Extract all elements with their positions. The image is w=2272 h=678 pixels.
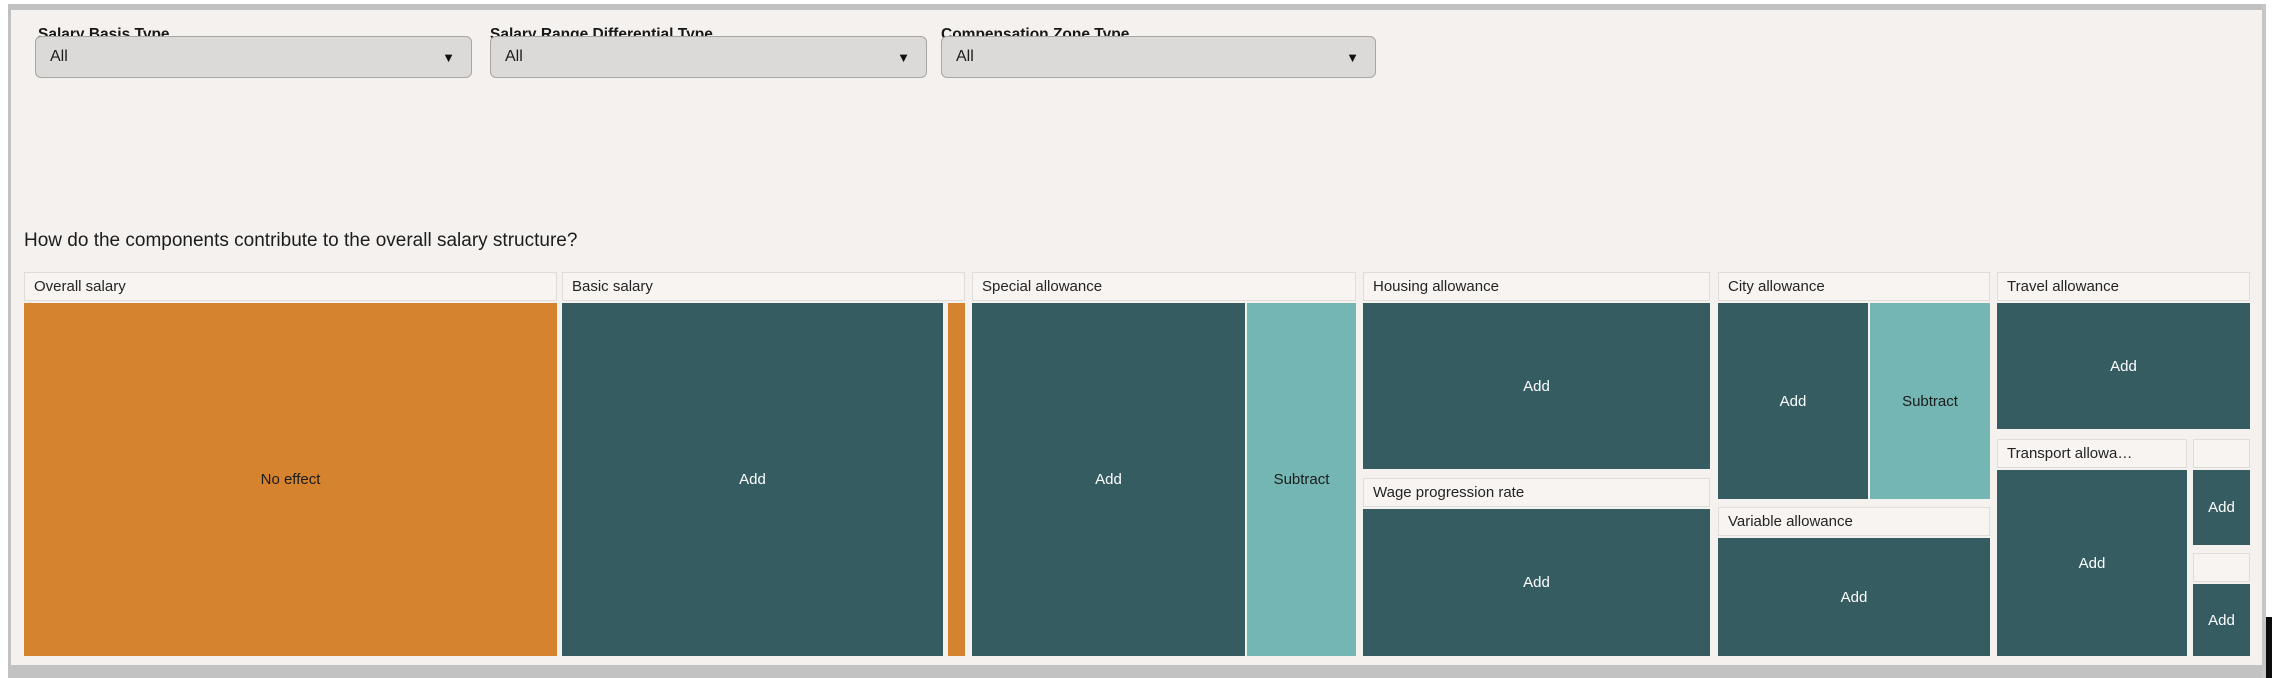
vertical-scrollbar-thumb[interactable]	[2266, 617, 2272, 678]
treemap-group-header-overall-salary[interactable]: Overall salary	[24, 272, 557, 301]
treemap-tile[interactable]	[948, 303, 965, 656]
treemap-group-label: Wage progression rate	[1373, 484, 1525, 501]
dropdown-arrow-icon: ▼	[897, 49, 910, 65]
treemap-group-header-unnamed[interactable]	[2193, 553, 2250, 582]
treemap-tile-label: Add	[739, 471, 766, 488]
treemap-group-header-special-allowance[interactable]: Special allowance	[972, 272, 1356, 301]
treemap-tile-label: Add	[2110, 357, 2137, 375]
treemap-tile-label: Add	[1779, 392, 1807, 410]
treemap-tile-label: Add	[1095, 471, 1122, 488]
treemap-tile-label: Subtract	[1902, 392, 1958, 410]
treemap-tile-add[interactable]: Add	[1718, 303, 1868, 499]
treemap-tile-add[interactable]: Add	[1718, 538, 1990, 656]
treemap-group-header-variable-allowance[interactable]: Variable allowance	[1718, 507, 1990, 536]
treemap-group-header-city-allowance[interactable]: City allowance	[1718, 272, 1990, 301]
treemap-group-label: City allowance	[1728, 278, 1825, 295]
treemap-tile-label: Add	[1523, 574, 1550, 591]
treemap-group-label: Overall salary	[34, 278, 126, 295]
treemap-group-label: Special allowance	[982, 278, 1103, 295]
window-border-left	[8, 4, 11, 665]
dropdown-arrow-icon: ▼	[1346, 49, 1359, 65]
treemap-tile-subtract[interactable]: Subtract	[1870, 303, 1990, 499]
treemap-tile-label: Add	[2208, 499, 2235, 516]
treemap-group-label: Housing allowance	[1373, 278, 1499, 295]
compensation-zone-type-dropdown[interactable]: All ▼	[941, 36, 1376, 78]
dropdown-arrow-icon: ▼	[442, 49, 455, 65]
treemap-tile-add[interactable]: Add	[1363, 509, 1710, 656]
treemap-group-label: Variable allowance	[1728, 513, 1853, 530]
treemap-group-label: Transport allowa…	[2007, 445, 2133, 462]
treemap-group-header-transport-allowa[interactable]: Transport allowa…	[1997, 439, 2187, 468]
treemap-tile-add[interactable]: Add	[1997, 470, 2187, 656]
treemap-tile-label: Subtract	[1273, 471, 1330, 488]
salary-range-differential-type-dropdown[interactable]: All ▼	[490, 36, 927, 78]
dropdown-selected-value: All	[50, 48, 68, 65]
treemap-tile-label: Add	[1840, 588, 1868, 606]
treemap-tile-add[interactable]: Add	[1997, 303, 2250, 429]
treemap-group-header-housing-allowance[interactable]: Housing allowance	[1363, 272, 1710, 301]
treemap-group-header-travel-allowance[interactable]: Travel allowance	[1997, 272, 2250, 301]
treemap-group-label: Basic salary	[572, 278, 653, 295]
horizontal-scrollbar[interactable]	[8, 665, 2262, 678]
window-border-top	[8, 4, 2266, 10]
chart-question-title: How do the components contribute to the …	[24, 230, 578, 251]
dropdown-selected-value: All	[956, 48, 974, 65]
treemap-tile-add[interactable]: Add	[2193, 584, 2250, 656]
treemap-tile-subtract[interactable]: Subtract	[1247, 303, 1356, 656]
treemap-group-header-wage-progression-rate[interactable]: Wage progression rate	[1363, 478, 1710, 507]
treemap-tile-add[interactable]: Add	[1363, 303, 1710, 469]
dropdown-selected-value: All	[505, 48, 523, 65]
treemap-group-header-basic-salary[interactable]: Basic salary	[562, 272, 965, 301]
treemap-group-label: Travel allowance	[2007, 278, 2119, 295]
treemap-tile-label: No effect	[260, 471, 321, 488]
treemap-group-header-unnamed[interactable]	[2193, 439, 2250, 468]
treemap-tile-add[interactable]: Add	[562, 303, 943, 656]
treemap-tile-no-effect[interactable]: No effect	[24, 303, 557, 656]
salary-basis-type-dropdown[interactable]: All ▼	[35, 36, 472, 78]
window-border-right	[2262, 4, 2266, 678]
treemap-tile-label: Add	[2208, 611, 2235, 629]
treemap-tile-add[interactable]: Add	[972, 303, 1245, 656]
treemap-tile-label: Add	[1523, 377, 1550, 395]
treemap-tile-label: Add	[2078, 554, 2106, 572]
treemap-tile-add[interactable]: Add	[2193, 470, 2250, 545]
